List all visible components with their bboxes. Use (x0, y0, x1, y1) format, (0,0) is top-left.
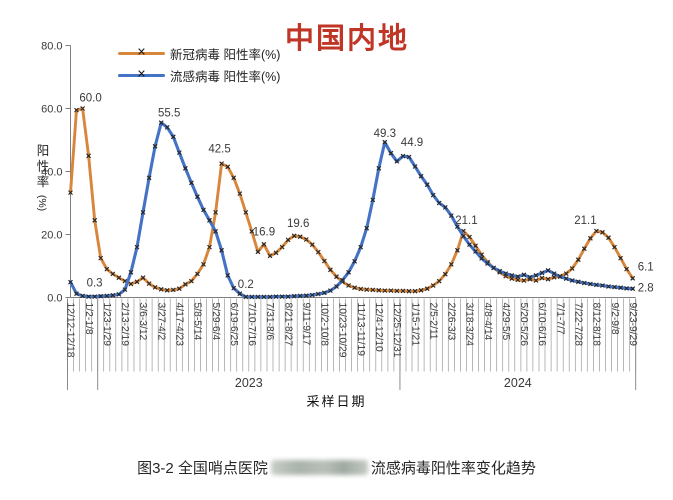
positivity-rate-line-chart: 2023 2024 80.0 60.0 40.0 20.0 0.012/12-12/18 1/… (41, 41, 654, 390)
x-axis-tick-label: 9/2-9/8 (609, 303, 620, 335)
legend-item-flu: ✕ 流感病毒 阳性率(%) (118, 64, 280, 86)
x-axis-tick-label: 8/12-8/18 (591, 303, 602, 347)
legend-label-flu: 流感病毒 阳性率(%) (170, 69, 281, 84)
data-point-label: 21.1 (455, 215, 477, 227)
data-point-label: 0.3 (87, 278, 103, 290)
data-point-label: 42.5 (208, 144, 230, 156)
x-axis-tick-label: 2/26-3/3 (446, 303, 457, 341)
data-point-label: 21.1 (574, 215, 596, 227)
data-point-label: 49.3 (374, 128, 396, 140)
covid-series-markers (68, 106, 636, 294)
data-point-label: 16.9 (253, 226, 275, 238)
x-axis-tick-label: 12/4-12/10 (373, 303, 384, 353)
covid-series-line (69, 107, 635, 293)
x-axis-tick-label: 12/12-12/18 (65, 303, 76, 358)
covid-line-swatch-icon: ✕ (118, 42, 165, 64)
data-point-label: 60.0 (79, 93, 101, 105)
x-axis-tick-label: 5/8-5/14 (192, 303, 203, 341)
y-axis-tick-label: 80.0 (41, 41, 62, 53)
x-axis-tick-label: 1/15-1/21 (409, 303, 420, 347)
x-axis-tick-label: 9/11-9/17 (301, 303, 312, 346)
x-axis-tick-label: 7/10-7/16 (246, 303, 257, 347)
x-axis-tick-label: 9/23-9/29 (627, 303, 638, 347)
flu-series-line (68, 121, 635, 299)
x-axis-tick-label: 1/2-1/8 (83, 303, 94, 335)
x-marker-icon: ✕ (136, 46, 147, 59)
x-marker-icon: ✕ (136, 68, 147, 81)
data-point-label: 0.2 (238, 279, 254, 291)
x-axis-tick-label: 1/23-1/29 (101, 303, 112, 347)
chart-title: 中国内地 (285, 23, 410, 55)
x-axis-tick-label: 10/23-10/29 (337, 303, 348, 358)
x-axis-tick-label: 8/21-8/27 (282, 303, 293, 347)
flu-series-markers (68, 120, 636, 300)
x-axis-tick-label: 2/5-2/11 (427, 303, 438, 340)
x-axis-title: 采样日期 (306, 394, 367, 409)
flu-line-swatch-icon: ✕ (118, 64, 165, 86)
y-axis-tick-label: 60.0 (41, 104, 62, 116)
x-axis-tick-label: 4/8-4/14 (482, 303, 493, 341)
y-axis-tick-label: 0.0 (47, 293, 62, 305)
year-label: 2024 (504, 376, 532, 390)
caption-prefix: 图3-2 全国哨点医院 (137, 460, 268, 477)
data-point-label: 44.9 (401, 137, 423, 149)
x-axis-tick-label: 7/22-7/28 (573, 303, 584, 347)
data-point-label: 19.6 (287, 218, 309, 230)
x-axis-tick-label: 6/19-6/25 (228, 303, 239, 347)
x-axis-tick-label: 5/29-6/4 (210, 303, 221, 341)
chart-legend: ✕ 新冠病毒 阳性率(%) ✕ 流感病毒 阳性率(%) (118, 42, 280, 86)
x-axis-tick-label: 7/1-7/7 (554, 303, 565, 335)
x-axis-tick-label: 3/6-3/12 (137, 303, 148, 341)
legend-label-covid: 新冠病毒 阳性率(%) (170, 47, 281, 62)
x-axis-tick-label: 6/10-6/16 (536, 303, 547, 347)
y-axis-tick-label: 20.0 (41, 230, 62, 242)
x-axis-week-ticks (67, 298, 637, 372)
figure-caption: 图3-2 全国哨点医院 流感病毒阳性率变化趋势 (0, 457, 673, 478)
x-axis-tick-label: 4/17-4/23 (174, 303, 185, 347)
year-label: 2023 (235, 376, 263, 390)
legend-item-covid: ✕ 新冠病毒 阳性率(%) (118, 42, 280, 64)
y-axis-tick-label: 40.0 (41, 167, 62, 179)
x-axis-tick-label: 3/18-3/24 (464, 303, 475, 347)
x-axis-tick-label: 4/29-5/5 (500, 303, 511, 341)
data-point-label: 2.8 (638, 283, 654, 295)
y-axis-title: 阳性率 (%) (34, 144, 49, 211)
x-axis-tick-label: 3/27-4/2 (155, 303, 166, 341)
data-point-label: 55.5 (158, 108, 180, 120)
x-axis-tick-label: 2/13-2/19 (119, 303, 130, 347)
caption-suffix: 流感病毒阳性率变化趋势 (370, 460, 536, 477)
x-axis-tick-label: 11/13-11/19 (355, 303, 366, 357)
x-axis-tick-label: 12/25-12/31 (391, 303, 402, 358)
x-axis-tick-label: 10/2-10/8 (319, 303, 330, 347)
caption-redacted-blur (270, 460, 368, 475)
x-axis-tick-label: 7/31-8/6 (264, 303, 275, 341)
data-point-label: 6.1 (638, 261, 654, 273)
x-axis-tick-label: 5/20-5/26 (518, 303, 529, 347)
